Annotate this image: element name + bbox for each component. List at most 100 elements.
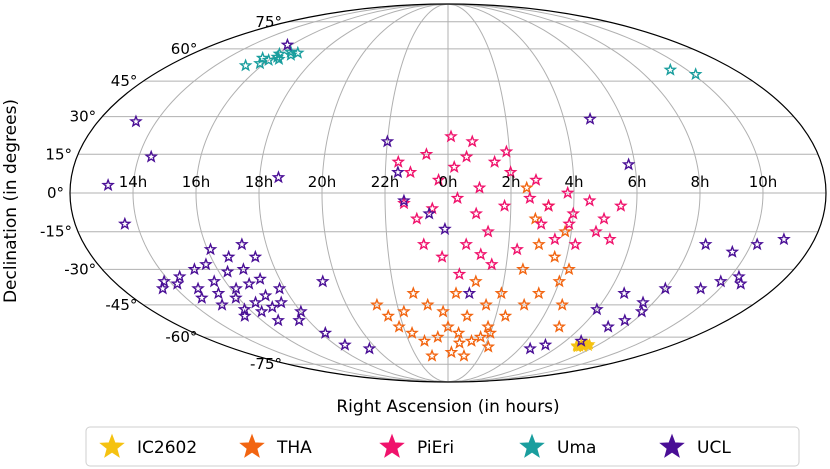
data-point-ucl (583, 111, 597, 125)
data-point-ucl (144, 149, 159, 163)
data-points (101, 37, 791, 362)
data-point-tha (451, 325, 466, 339)
dec-tick-label: 30° (70, 108, 97, 126)
legend-label-ic2602: IC2602 (137, 438, 197, 458)
data-point-ucl (117, 216, 132, 230)
legend-marker-tha (239, 433, 265, 458)
grid-meridian (447, 3, 764, 383)
data-point-tha (555, 297, 570, 311)
data-point-ucl (272, 281, 287, 295)
data-point-ucl (172, 269, 187, 283)
data-point-ucl (271, 170, 286, 184)
data-point-ucl (229, 290, 243, 304)
data-point-tha (481, 339, 496, 353)
data-point-uma (283, 44, 298, 58)
data-point-pieri (582, 193, 597, 207)
data-point-ucl (523, 341, 538, 355)
data-point-tha (460, 308, 474, 322)
legend-label-uma: Uma (557, 438, 596, 458)
data-point-pieri (568, 237, 583, 251)
data-point-ucl (617, 286, 632, 300)
data-point-pieri (560, 185, 575, 199)
data-point-ucl (617, 313, 632, 327)
data-point-ucl (253, 271, 267, 285)
data-point-ucl (248, 295, 263, 309)
data-point-tha (552, 319, 567, 333)
data-point-ucl (391, 165, 405, 179)
dec-tick-label: 0° (47, 184, 64, 202)
legend-marker-ucl (659, 433, 685, 458)
data-point-uma (272, 46, 287, 60)
data-point-ucl (362, 341, 377, 355)
data-point-pieri (397, 196, 411, 210)
data-point-pieri (469, 206, 484, 220)
data-point-ucl (462, 286, 477, 300)
ra-tick-labels: 14h 16h 18h 20h 22h 0h 2h 4h 6h 8h 10h (119, 173, 778, 191)
data-point-ucl (170, 276, 185, 290)
data-point-ucl (397, 193, 411, 207)
data-point-ucl (538, 337, 553, 351)
x-axis-label: Right Ascension (in hours) (336, 397, 559, 417)
data-point-tha (449, 286, 463, 300)
data-point-tha (464, 333, 479, 347)
data-point-ucl (636, 295, 650, 309)
ra-tick-label: 10h (749, 173, 778, 191)
data-point-pieri (566, 206, 581, 220)
y-axis-label: Declination (in degrees) (1, 99, 21, 303)
data-point-ucl (732, 269, 746, 283)
data-point-ucl (101, 178, 115, 192)
data-point-tha (481, 319, 495, 333)
data-point-ucl (590, 302, 604, 316)
data-point-tha (552, 274, 567, 288)
grid-meridian (384, 3, 449, 383)
data-point-pieri (481, 224, 495, 238)
data-point-pieri (425, 201, 440, 215)
data-point-ucl (777, 232, 791, 246)
data-point-pieri (487, 154, 502, 168)
data-point-tha (483, 325, 498, 339)
data-point-tha (406, 286, 421, 300)
data-point-ucl (248, 249, 263, 263)
data-point-pieri (613, 198, 628, 212)
data-point-tha (528, 211, 543, 225)
ra-tick-label: 6h (627, 173, 646, 191)
data-point-ucl (194, 290, 209, 304)
legend-label-ucl: UCL (697, 438, 731, 458)
data-point-tha (370, 297, 384, 311)
data-point-ucl (203, 242, 218, 256)
data-point-ucl (221, 249, 236, 263)
data-point-pieri (452, 267, 467, 281)
data-point-ucl (315, 274, 330, 288)
data-point-tha (558, 224, 573, 238)
legend: IC2602 THA PiEri Uma UCL (85, 426, 800, 467)
data-point-pieri (444, 129, 458, 143)
data-point-pieri (473, 247, 488, 261)
data-point-ucl (242, 276, 256, 290)
data-point-ucl (698, 237, 713, 251)
data-point-tha (468, 274, 483, 288)
ra-tick-label: 2h (501, 173, 520, 191)
data-point-ucl (750, 237, 765, 251)
series-uma (238, 44, 703, 81)
data-point-ucl (235, 237, 249, 251)
dec-tick-label: -30° (64, 260, 96, 278)
data-point-ucl (438, 221, 452, 235)
data-point-ucl (294, 304, 308, 318)
data-point-ucl (713, 274, 728, 288)
data-point-tha (420, 297, 435, 311)
data-point-ucl (280, 37, 295, 51)
data-point-tha (457, 348, 471, 362)
data-point-pieri (503, 165, 518, 179)
data-point-uma (663, 62, 678, 76)
ra-tick-label: 14h (119, 173, 148, 191)
data-point-ucl (215, 297, 229, 311)
data-point-ucl (207, 274, 222, 288)
grid-meridian (258, 3, 449, 383)
data-point-ucl (274, 295, 289, 309)
data-point-ucl (265, 299, 280, 313)
data-point-ucl (601, 319, 615, 333)
data-point-ucl (292, 313, 306, 327)
data-point-tha (417, 333, 432, 347)
grid-meridian (447, 3, 512, 383)
